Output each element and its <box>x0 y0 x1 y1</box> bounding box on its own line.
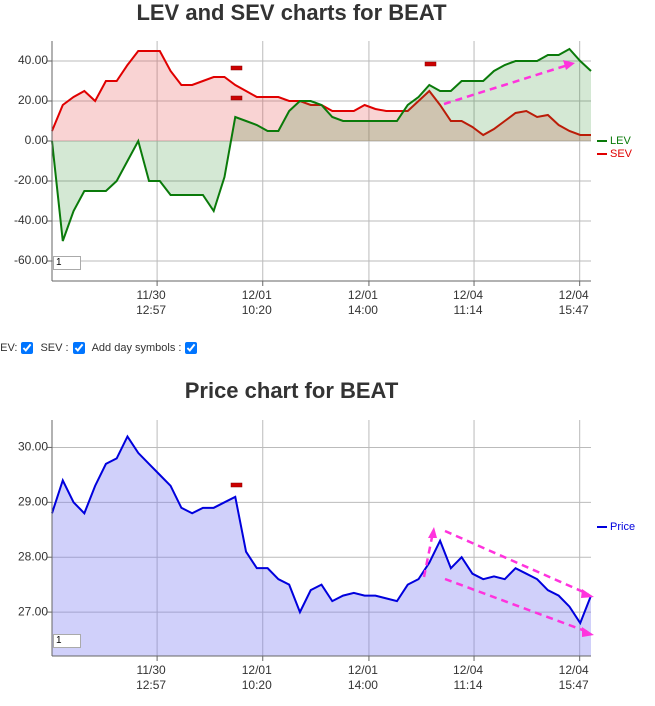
x-tick-label: 14:00 <box>348 303 378 317</box>
y-tick-label: 40.00 <box>18 53 48 67</box>
day-symbol <box>230 95 243 101</box>
x-tick-label: 12/04 <box>559 663 589 677</box>
chart-title: LEV and SEV charts for BEAT <box>136 0 447 25</box>
arrow-head <box>563 60 575 70</box>
y-tick-label: -60.00 <box>14 253 48 267</box>
y-tick-label: -40.00 <box>14 213 48 227</box>
area <box>52 436 591 656</box>
legend-label: SEV <box>610 148 633 160</box>
x-tick-label: 12/04 <box>453 288 483 302</box>
plot-area <box>52 420 591 656</box>
control-label: SEV : <box>40 342 69 354</box>
y-tick-label: -20.00 <box>14 173 48 187</box>
y-tick-label: 29.00 <box>18 494 48 508</box>
x-tick-label: 12/04 <box>559 288 589 302</box>
area <box>52 51 591 141</box>
annotations <box>422 63 589 634</box>
legend-label: LEV <box>610 135 631 147</box>
line <box>51 47 592 242</box>
x-tick-label: 15:47 <box>559 303 589 317</box>
y-tick-label: 20.00 <box>18 93 48 107</box>
x-tick-label: 12:57 <box>136 678 166 692</box>
x-tick-label: 10:20 <box>242 303 272 317</box>
checkbox[interactable] <box>185 342 198 354</box>
day-symbol <box>230 65 243 71</box>
zoom-input[interactable]: 1 <box>53 634 81 648</box>
controls: LEV: SEV : Add day symbols : <box>0 342 201 354</box>
checkbox[interactable] <box>21 342 34 354</box>
line <box>51 434 592 626</box>
x-tick-label: 11:14 <box>453 678 482 692</box>
legend-label: Price <box>610 521 635 533</box>
x-tick-label: 11:14 <box>453 303 482 317</box>
arrow-head <box>428 527 437 538</box>
zoom-input[interactable]: 1 <box>53 256 81 270</box>
trend-arrow <box>422 531 435 578</box>
day-symbol <box>230 482 243 488</box>
control-label: LEV: <box>0 342 18 354</box>
y-tick-label: 27.00 <box>18 604 48 618</box>
x-tick-label: 15:47 <box>559 678 589 692</box>
chart-title: Price chart for BEAT <box>185 378 399 403</box>
trend-arrow <box>443 63 569 106</box>
arrow-head <box>582 627 594 637</box>
y-tick-label: 28.00 <box>18 549 48 563</box>
trend-arrow <box>444 577 589 634</box>
control-label: Add day symbols : <box>91 342 182 354</box>
x-tick-label: 12/01 <box>242 288 272 302</box>
chart: LEV and SEV charts for BEAT 40.00 20.00 0.0… <box>14 0 633 317</box>
area <box>52 49 591 241</box>
trend-arrow <box>444 529 589 596</box>
x-tick-label: 12/04 <box>453 663 483 677</box>
y-tick-label: 30.00 <box>18 440 48 454</box>
plot-area <box>52 41 591 281</box>
x-tick-label: 12:57 <box>136 303 166 317</box>
x-tick-label: 11/30 <box>137 663 166 677</box>
x-tick-label: 12/01 <box>348 288 378 302</box>
x-tick-label: 12/01 <box>242 663 272 677</box>
x-tick-label: 11/30 <box>137 288 166 302</box>
chart: Price chart for BEAT 30.00 29.00 28.00 27.00… <box>18 378 635 692</box>
x-tick-label: 12/01 <box>348 663 378 677</box>
x-tick-label: 14:00 <box>348 678 378 692</box>
checkbox[interactable] <box>72 342 85 354</box>
y-tick-label: 0.00 <box>25 133 49 147</box>
arrow-head <box>581 589 594 598</box>
arrow-heads <box>428 60 594 637</box>
x-tick-label: 10:20 <box>242 678 272 692</box>
day-symbol <box>424 61 437 67</box>
day-symbols <box>230 61 437 488</box>
